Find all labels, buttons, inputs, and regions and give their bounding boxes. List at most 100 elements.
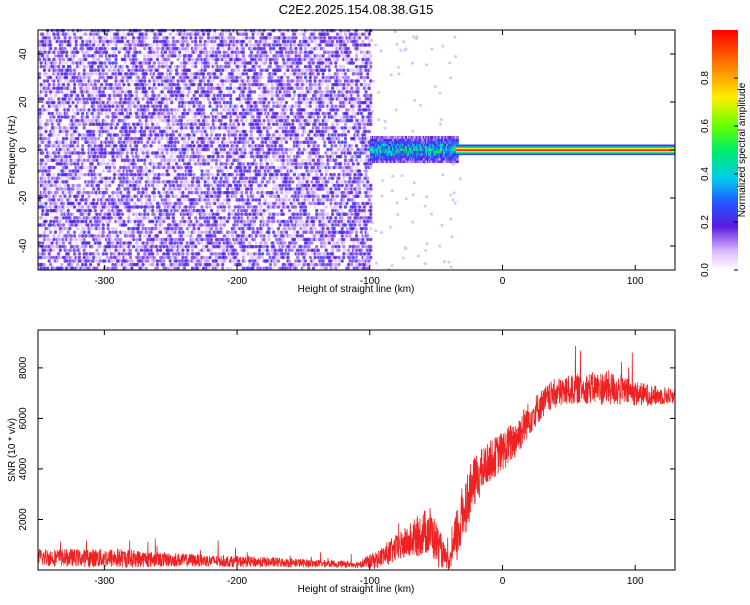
spectrogram-cell	[124, 165, 128, 170]
spectrogram-cell	[61, 223, 66, 227]
spectrogram-cell	[93, 234, 97, 238]
spectrogram-cell	[235, 108, 239, 112]
spectrogram-cell	[69, 97, 73, 101]
spectrogram-cell	[248, 165, 252, 170]
spectrogram-cell	[84, 234, 88, 238]
spectrogram-cell	[197, 241, 201, 245]
spectrogram-cell	[211, 43, 215, 47]
spectrogram-cell	[187, 230, 191, 234]
spectrogram-cell	[165, 244, 169, 249]
spectrogram-cell	[108, 104, 112, 108]
spectrogram-cell	[130, 198, 134, 202]
spectrogram-cell	[182, 50, 187, 54]
spectrogram-cell	[221, 237, 225, 242]
spectrogram-cell	[49, 223, 53, 227]
spectrogram-cell	[211, 266, 215, 270]
spectrogram-cell	[117, 255, 121, 260]
spectrogram-cell	[124, 223, 128, 227]
spectrogram-cell	[44, 162, 48, 166]
spectrogram-cell	[167, 39, 171, 44]
spectrogram-cell	[120, 252, 124, 256]
spectrogram-cell	[39, 255, 43, 260]
spectrogram-cell	[74, 198, 78, 202]
spectrogram-cell	[41, 90, 45, 94]
spectrogram-cell	[100, 54, 104, 58]
spectrogram-cell	[100, 144, 104, 148]
spectrogram-cell	[216, 93, 220, 98]
spectrogram-cell	[55, 180, 59, 184]
spectrogram-cell	[128, 144, 132, 148]
spectrogram-cell	[71, 126, 75, 130]
spectrogram-cell	[104, 176, 109, 180]
spectrogram-cell	[170, 190, 174, 195]
spectrogram-cell	[92, 36, 96, 40]
spectrogram-cell	[65, 176, 69, 180]
spectrogram-cell	[63, 244, 67, 249]
spectrogram-cell	[47, 82, 51, 87]
spectrogram-cell	[44, 129, 48, 134]
spectrogram-cell	[127, 190, 131, 195]
spectrogram-cell	[189, 219, 193, 224]
spectrogram-cell	[84, 226, 88, 231]
spectrogram-cell	[68, 198, 72, 202]
spectrogram-cell	[124, 118, 128, 123]
spectrogram-cell	[190, 201, 195, 206]
spectrogram-cell	[254, 252, 258, 256]
spectrogram-cell	[159, 108, 163, 112]
spectrogram-cell	[93, 165, 97, 170]
spectrogram-cell	[141, 82, 145, 87]
spectrogram-cell	[60, 43, 64, 47]
spectrogram-cell	[189, 90, 193, 94]
spectrogram-cell	[108, 158, 112, 162]
spectrogram-cell	[213, 32, 217, 36]
spectrogram-cell	[249, 129, 253, 134]
spectrogram-cell	[41, 54, 45, 58]
spectrogram-cell	[79, 237, 83, 242]
spectrogram-cell	[149, 57, 153, 62]
spectrogram-cell	[104, 187, 109, 191]
spectrogram-cell	[138, 28, 142, 33]
spectrogram-cell	[190, 237, 195, 242]
spectrogram-cell	[81, 93, 85, 98]
spectrogram-cell	[136, 248, 140, 252]
spectrogram-cell	[81, 234, 85, 238]
spectrogram-cell	[206, 140, 210, 144]
spectrogram-cell	[206, 115, 210, 119]
spectrogram-cell	[87, 266, 91, 270]
spectrogram-cell	[127, 165, 131, 170]
spectrogram-cell	[132, 234, 136, 238]
spectrogram-cell	[73, 147, 77, 152]
spectrogram-cell	[55, 108, 59, 112]
spectrogram-cell	[175, 237, 179, 242]
spectrogram-cell	[227, 205, 231, 209]
spectrogram-cell	[92, 255, 96, 260]
spectrogram-cell	[227, 50, 231, 54]
spectrogram-cell	[114, 100, 118, 105]
spectrogram-cell	[167, 111, 171, 116]
spectrogram-cell	[92, 147, 96, 152]
spectrogram-cell	[139, 147, 144, 152]
spectrogram-cell	[77, 97, 81, 101]
spectrogram-cell	[184, 61, 188, 65]
spectrogram-cell	[77, 133, 81, 137]
spectrogram-cell	[74, 39, 78, 44]
spectrogram-cell	[128, 46, 132, 51]
spectrogram-cell	[144, 190, 148, 195]
spectrogram-cell	[243, 180, 247, 184]
spectrogram-cell	[227, 230, 231, 234]
spectrogram-cell	[63, 194, 67, 198]
spectrogram-cell	[114, 226, 118, 231]
spectrogram-cell	[168, 212, 172, 216]
spectrogram-cell	[73, 115, 77, 119]
spectrogram-cell	[47, 50, 51, 54]
spectrogram-cell	[246, 97, 250, 101]
spectrogram-cell	[114, 115, 118, 119]
spectrogram-cell	[39, 118, 43, 123]
spectrogram-cell	[165, 82, 169, 87]
spectrogram-cell	[120, 68, 124, 72]
spectrogram-cell	[130, 169, 134, 173]
spectrogram-cell	[127, 50, 131, 54]
spectrogram-cell	[122, 176, 126, 180]
spectrogram-cell	[39, 183, 43, 188]
spectrogram-cell	[69, 205, 73, 209]
